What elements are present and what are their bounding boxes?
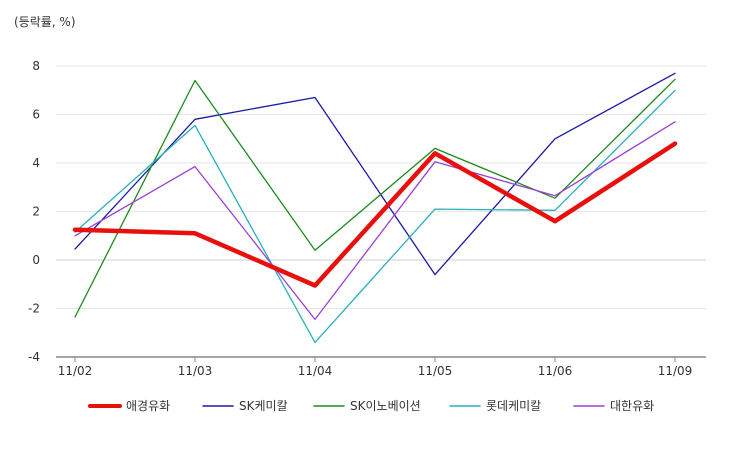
series-line-4	[74, 121, 676, 321]
x-tick-label: 11/03	[178, 364, 213, 378]
x-tick-label: 11/09	[658, 364, 693, 378]
y-tick-label: 0	[32, 253, 40, 267]
x-tick-label: 11/06	[538, 364, 573, 378]
y-tick-label: -2	[28, 302, 40, 316]
series-line-0	[72, 141, 678, 288]
legend-label: 롯데케미칼	[486, 399, 541, 413]
series-lines	[72, 72, 678, 344]
x-tick-label: 11/05	[418, 364, 453, 378]
legend-label: 애경유화	[126, 399, 170, 413]
series-line-1	[74, 72, 676, 276]
y-tick-label: 4	[32, 156, 40, 170]
y-tick-label: -4	[28, 350, 40, 364]
y-tick-label: 2	[32, 205, 40, 219]
series-line-3	[74, 89, 676, 344]
legend-label: SK이노베이션	[350, 399, 421, 413]
x-tick-label: 11/04	[298, 364, 333, 378]
legend: 애경유화 SK케미칼 SK이노베이션 롯데케미칼 대한유화	[88, 399, 654, 413]
x-tick-label: 11/02	[58, 364, 93, 378]
y-tick-label: 8	[32, 59, 40, 73]
legend-label: 대한유화	[610, 399, 654, 413]
legend-label: SK케미칼	[239, 399, 288, 413]
y-tick-label: 6	[32, 108, 40, 122]
axes: 8 6 4 2 0 -2 -4 11/02 11/03 11/04 11/05 11/06 11/09	[28, 59, 706, 378]
y-axis-unit-label: (등락률, %)	[14, 15, 76, 29]
series-line-2	[74, 78, 676, 318]
